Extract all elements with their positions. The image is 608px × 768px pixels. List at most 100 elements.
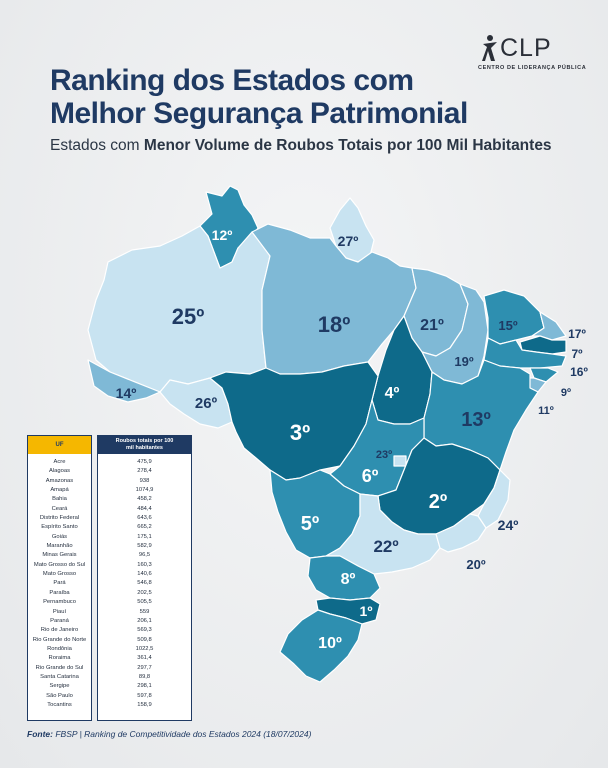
table-row-uf: Bahia bbox=[52, 496, 67, 503]
table-row-value: 175,1 bbox=[137, 533, 152, 540]
rank-label-pernambuco: 16º bbox=[570, 365, 588, 379]
rank-label-ms: 5º bbox=[301, 513, 319, 535]
table-row-uf: Goiás bbox=[51, 533, 68, 540]
rank-label-goias: 6º bbox=[362, 466, 379, 486]
table-row-value: 278,4 bbox=[137, 468, 152, 475]
subtitle-normal: Estados com bbox=[50, 137, 144, 154]
table-row-uf: Ceará bbox=[51, 505, 68, 512]
table-row-uf: Pará bbox=[53, 580, 66, 587]
state-acre[interactable] bbox=[87, 359, 161, 403]
logo-wordmark: CLP bbox=[500, 34, 552, 62]
table-row-uf: Mato Grosso bbox=[42, 571, 77, 578]
state-parana[interactable] bbox=[307, 555, 381, 601]
rank-label-rio-de-janeiro: 20º bbox=[466, 557, 485, 572]
title-line-1: Ranking dos Estados com bbox=[50, 64, 414, 97]
table-row-uf: Rio de Janeiro bbox=[40, 627, 79, 634]
rank-label-ceara: 15º bbox=[498, 318, 517, 333]
table-row-uf: Tocantins bbox=[47, 701, 72, 708]
rank-labels: 12º 27º 25º 18º 21º 15º 17º 7º 16º 9º 11… bbox=[116, 227, 589, 652]
table-row-value: 1022,5 bbox=[135, 645, 154, 652]
table-row-uf: Roraima bbox=[48, 655, 71, 662]
table-row-value: 505,5 bbox=[137, 599, 152, 606]
table-row-uf: Mato Grosso do Sul bbox=[33, 561, 86, 568]
rank-label-tocantins: 4º bbox=[385, 385, 400, 402]
rank-label-acre: 14º bbox=[116, 385, 137, 401]
robbery-table: UF Acre Alagoas Amazonas Amapá Bahia Ceará Dis… bbox=[27, 435, 195, 721]
table-row-uf: Amapá bbox=[50, 487, 69, 494]
table-row-uf: Distrito Federal bbox=[39, 515, 80, 522]
rank-label-paraiba: 7º bbox=[571, 347, 583, 361]
table-row-value: 938 bbox=[139, 477, 150, 484]
rank-label-sao-paulo: 22º bbox=[373, 537, 398, 556]
table-row-uf: Pernambuco bbox=[43, 599, 76, 606]
rank-label-alagoas: 9º bbox=[561, 387, 571, 399]
uf-rows: Acre Alagoas Amazonas Amapá Bahia Ceará Distri… bbox=[28, 458, 91, 710]
uf-column: UF Acre Alagoas Amazonas Amapá Bahia Ceará Dis… bbox=[27, 435, 92, 721]
rank-label-para: 18º bbox=[318, 312, 351, 337]
rank-label-amapa: 27º bbox=[338, 233, 359, 249]
rank-label-maranhao: 21º bbox=[420, 317, 444, 334]
table-row-value: 458,2 bbox=[137, 496, 152, 503]
rank-label-espirito-santo: 24º bbox=[498, 517, 519, 533]
source-text: FBSP | Ranking de Competitividade dos Es… bbox=[52, 729, 312, 739]
rank-label-rondonia: 26º bbox=[195, 395, 218, 412]
table-row-uf: Rio Grande do Sul bbox=[35, 664, 84, 671]
state-rgs[interactable] bbox=[279, 609, 363, 683]
table-row-uf: Minas Gerais bbox=[42, 552, 77, 559]
table-row-uf: Rio Grande do Norte bbox=[32, 636, 87, 643]
logo-subtitle: CENTRO DE LIDERANÇA PÚBLICA bbox=[478, 65, 587, 71]
table-row-value: 597,8 bbox=[137, 692, 152, 699]
table-row-value: 140,6 bbox=[137, 571, 152, 578]
table-row-value: 297,7 bbox=[137, 664, 152, 671]
table-row-value: 158,9 bbox=[137, 701, 152, 708]
value-header-line-2: mil habitantes bbox=[126, 445, 163, 451]
state-rio-de-janeiro[interactable] bbox=[435, 513, 487, 553]
table-row-value: 643,6 bbox=[137, 515, 152, 522]
table-row-value: 582,9 bbox=[137, 543, 152, 550]
source-label: Fonte: bbox=[27, 729, 53, 739]
table-row-uf: Espírito Santo bbox=[41, 524, 78, 531]
rank-label-mato-grosso: 3º bbox=[290, 420, 310, 445]
person-logo-icon bbox=[482, 35, 497, 61]
table-row-uf: São Paulo bbox=[46, 692, 73, 699]
state-df[interactable] bbox=[393, 455, 407, 467]
state-sao-paulo[interactable] bbox=[325, 493, 441, 575]
rank-label-sergipe: 11º bbox=[538, 405, 554, 417]
rank-label-parana: 8º bbox=[341, 571, 356, 588]
subtitle-bold: Menor Volume de Roubos Totais por 100 Mi… bbox=[143, 137, 552, 154]
table-row-value: 298,1 bbox=[137, 683, 152, 690]
value-column: Roubos totais por 100 mil habitantes 475… bbox=[97, 435, 192, 721]
table-row-value: 96,5 bbox=[138, 552, 151, 559]
table-row-value: 206,1 bbox=[137, 617, 152, 624]
rank-label-rgs: 10º bbox=[318, 635, 342, 652]
table-row-value: 89,8 bbox=[138, 673, 151, 680]
table-row-value: 559 bbox=[139, 608, 150, 615]
rank-label-minas-gerais: 2º bbox=[429, 491, 447, 513]
table-row-uf: Piauí bbox=[52, 608, 67, 615]
value-rows: 475,9 278,4 938 1074,9 458,2 484,4 643,6 665,2 1… bbox=[98, 458, 191, 710]
table-row-value: 1074,9 bbox=[135, 487, 154, 494]
value-header: Roubos totais por 100 mil habitantes bbox=[98, 436, 191, 454]
source-note: Fonte: FBSP | Ranking de Competitividade… bbox=[27, 729, 311, 739]
table-row-value: 569,3 bbox=[137, 627, 152, 634]
table-row-uf: Santa Catarina bbox=[40, 673, 79, 680]
rank-label-santa-catarina: 1º bbox=[360, 603, 373, 619]
table-row-value: 202,5 bbox=[137, 589, 152, 596]
rank-label-amazonas: 25º bbox=[172, 304, 205, 329]
table-row-uf: Paraíba bbox=[49, 589, 70, 596]
table-row-uf: Paraná bbox=[50, 617, 69, 624]
table-row-value: 665,2 bbox=[137, 524, 152, 531]
value-header-line-1: Roubos totais por 100 bbox=[115, 438, 174, 444]
table-row-uf: Acre bbox=[53, 459, 66, 465]
page-subtitle: Estados com Menor Volume de Roubos Totai… bbox=[50, 137, 552, 155]
rank-label-piaui: 19º bbox=[454, 354, 473, 369]
table-row-value: 475,9 bbox=[137, 459, 152, 465]
title-line-2: Melhor Segurança Patrimonial bbox=[50, 97, 468, 130]
rank-label-bahia: 13º bbox=[461, 409, 491, 431]
table-row-value: 546,8 bbox=[137, 580, 152, 587]
table-row-uf: Alagoas bbox=[49, 468, 70, 475]
table-row-value: 484,4 bbox=[137, 505, 152, 512]
table-row-uf: Sergipe bbox=[49, 683, 70, 690]
